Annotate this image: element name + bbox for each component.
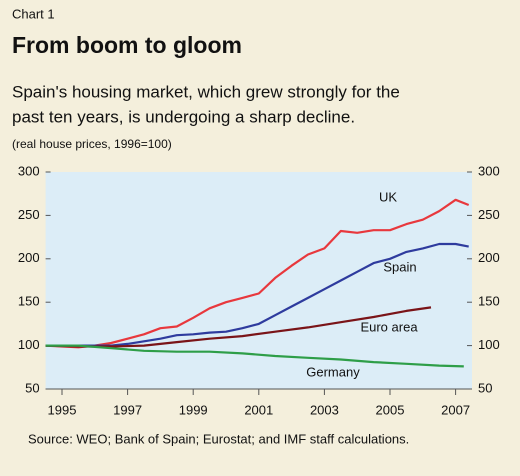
x-tick-label: 2007: [441, 402, 470, 417]
y-tick-label: 150: [18, 294, 40, 309]
y2-tick-label: 50: [478, 380, 492, 395]
y-tick-label: 200: [18, 250, 40, 265]
x-tick-label: 2001: [244, 402, 273, 417]
source: Source: WEO; Bank of Spain; Eurostat; an…: [28, 431, 409, 446]
y-tick-label: 300: [18, 163, 40, 178]
x-tick-label: 2005: [376, 402, 405, 417]
series-label: UK: [379, 189, 397, 204]
line: [45, 198, 470, 349]
y2-tick-label: 100: [478, 337, 500, 352]
series-label: Euro area: [360, 319, 418, 334]
line: [45, 306, 432, 348]
y2-tick-label: 200: [478, 250, 500, 265]
series-label: Germany: [306, 364, 360, 379]
y-tick-label: 250: [18, 207, 40, 222]
note: (real house prices, 1996=100): [12, 137, 172, 151]
y-tick-label: 100: [18, 337, 40, 352]
series-label: Spain: [383, 259, 416, 274]
subtitle: past ten years, is undergoing a sharp de…: [12, 107, 355, 126]
line: [45, 242, 469, 347]
subtitle: Spain's housing market, which grew stron…: [12, 82, 400, 101]
x-tick-label: 1999: [179, 402, 208, 417]
x-tick-label: 1997: [113, 402, 142, 417]
x-tick-label: 1995: [48, 402, 77, 417]
chart-label: Chart 1: [12, 6, 55, 21]
y-tick-label: 50: [25, 380, 39, 395]
y2-tick-label: 150: [478, 294, 500, 309]
plot-area: [45, 172, 472, 389]
y2-tick-label: 250: [478, 207, 500, 222]
y2-tick-label: 300: [478, 163, 500, 178]
line: [45, 344, 464, 368]
x-tick-label: 2003: [310, 402, 339, 417]
chart-title: From boom to gloom: [12, 32, 242, 58]
